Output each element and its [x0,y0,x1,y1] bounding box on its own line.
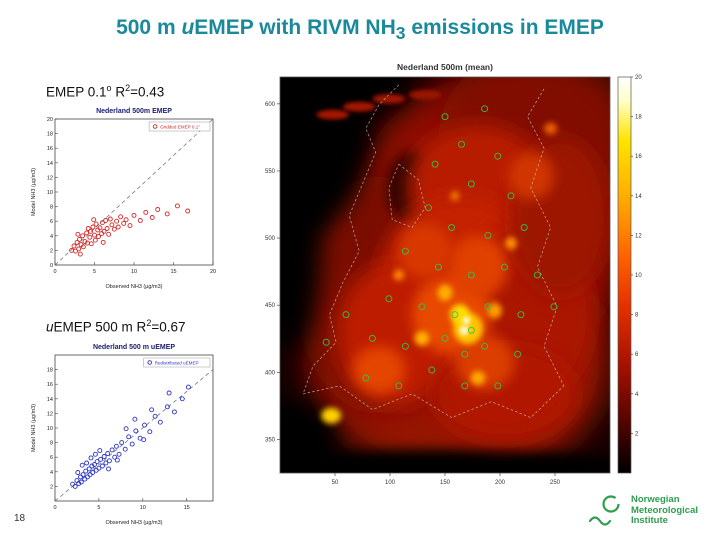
svg-text:Observed NH3 (µg/m3): Observed NH3 (µg/m3) [106,520,163,526]
page-title: 500 m uEMEP with RIVM NH3 emissions in E… [116,16,604,44]
svg-text:Model NH3 (µg/m3): Model NH3 (µg/m3) [31,168,37,216]
svg-text:16: 16 [635,154,642,160]
svg-text:10: 10 [635,273,642,279]
svg-text:14: 14 [635,194,642,200]
svg-text:400: 400 [265,370,276,376]
svg-text:10: 10 [140,505,146,511]
svg-text:6: 6 [635,352,639,358]
emep-r2-label: EMEP 0.1o R2=0.43 [46,83,165,100]
svg-text:2: 2 [635,431,639,437]
svg-text:15: 15 [170,269,176,275]
svg-text:Model NH3 (µg/m3): Model NH3 (µg/m3) [31,404,37,452]
uemep-scatter-plot: 0 5 10 15 2 4 6 8 10 12 14 16 18 Nederland 500 m uEME… [31,344,214,526]
svg-text:6: 6 [50,455,53,461]
met-norway-logo-icon [588,495,620,526]
svg-text:20: 20 [47,117,53,123]
svg-text:100: 100 [385,480,396,486]
title-subscript: 3 [395,23,406,44]
svg-text:8: 8 [50,205,53,211]
svg-text:600: 600 [265,102,276,108]
svg-text:50: 50 [332,480,339,486]
heatmap-title: Nederland 500m (mean) [397,62,493,72]
svg-text:8: 8 [635,313,639,319]
svg-text:20: 20 [210,269,216,275]
svg-text:4: 4 [50,234,53,240]
svg-text:18: 18 [47,132,53,138]
svg-text:4: 4 [50,470,53,476]
svg-text:4: 4 [635,392,639,398]
met-norway-logo: Norwegian Meteorological Institute [588,494,698,528]
svg-text:Gridded EMEP 0.1°: Gridded EMEP 0.1° [160,124,200,129]
svg-text:18: 18 [47,368,53,374]
svg-text:500: 500 [265,236,276,242]
svg-text:10: 10 [131,269,137,275]
svg-text:10: 10 [47,426,53,432]
svg-text:12: 12 [47,175,53,181]
svg-text:5: 5 [93,269,96,275]
svg-text:200: 200 [495,480,506,486]
svg-text:2: 2 [50,484,53,490]
svg-text:150: 150 [440,480,451,486]
svg-text:Nederland 500m EMEP: Nederland 500m EMEP [96,108,172,115]
svg-text:14: 14 [47,161,53,167]
met-norway-logo-text: Norwegian Meteorological Institute [630,493,698,528]
svg-text:550: 550 [265,169,276,175]
title-text: 500 m [116,16,182,39]
logo-line-1: Norwegian [630,493,680,505]
netherlands-heatmap: 50 100 150 200 250 600 550 500 450 400 350 20 18 16 14… [265,75,642,486]
svg-text:15: 15 [184,505,190,511]
page-number: 18 [14,513,26,524]
svg-text:10: 10 [47,190,53,196]
svg-text:5: 5 [97,505,100,511]
svg-text:12: 12 [47,411,53,417]
svg-text:250: 250 [550,480,561,486]
svg-text:2: 2 [50,248,53,254]
svg-text:12: 12 [635,233,642,239]
svg-text:8: 8 [50,441,53,447]
svg-text:6: 6 [50,219,53,225]
svg-text:Nederland 500 m uEMEP: Nederland 500 m uEMEP [93,344,175,351]
svg-text:20: 20 [635,75,642,81]
svg-text:16: 16 [47,382,53,388]
svg-text:Observed NH3 (µg/m3): Observed NH3 (µg/m3) [106,284,163,290]
svg-text:0: 0 [50,263,53,269]
svg-text:0: 0 [53,505,56,511]
logo-line-3: Institute [630,515,668,527]
emep-scatter-plot: 0 5 10 15 20 0 2 4 6 8 10 12 14 16 18 20 Nederland 500m … [31,108,216,290]
svg-text:350: 350 [265,437,276,443]
svg-text:14: 14 [47,397,53,403]
svg-text:Redistributed uEMEP: Redistributed uEMEP [155,360,199,365]
heatmap-block: Nederland 500m (mean) 50 100 150 200 250 600 5… [250,62,655,494]
uemep-r2-label: uEMEP 500 m R2=0.67 [46,318,186,335]
svg-text:450: 450 [265,303,276,309]
title-italic-u: u [181,16,195,39]
svg-text:0: 0 [53,269,56,275]
svg-text:18: 18 [635,115,642,121]
logo-line-2: Meteorological [630,504,698,516]
svg-text:16: 16 [47,146,53,152]
